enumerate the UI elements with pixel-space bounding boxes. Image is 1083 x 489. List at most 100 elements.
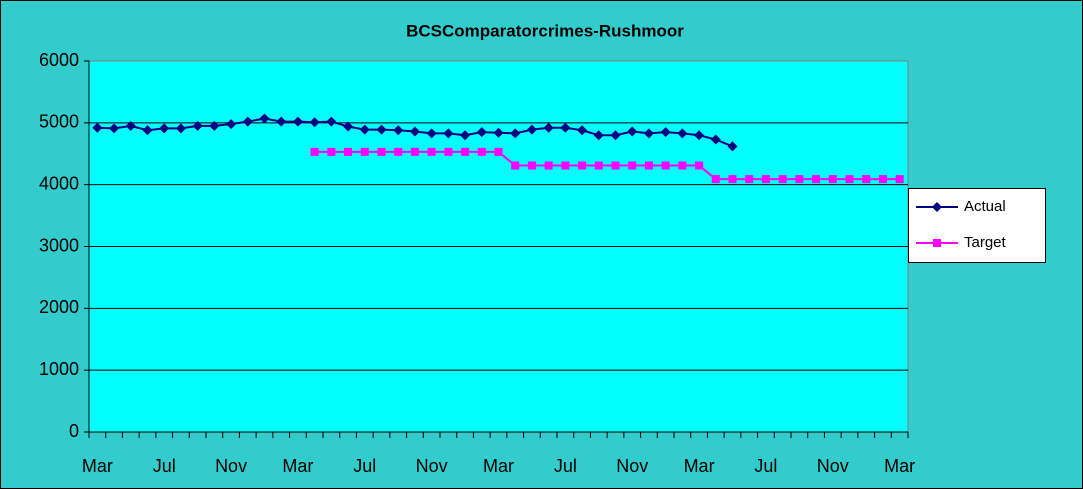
marker bbox=[159, 123, 170, 134]
marker bbox=[932, 202, 942, 212]
x-tick-label: Nov bbox=[416, 456, 448, 476]
x-tick-label: Jul bbox=[353, 456, 376, 476]
marker bbox=[92, 122, 103, 133]
marker bbox=[727, 141, 738, 152]
marker bbox=[494, 147, 503, 156]
y-tick-label: 6000 bbox=[39, 50, 79, 70]
marker bbox=[628, 161, 637, 170]
x-tick-label: Mar bbox=[483, 456, 514, 476]
marker bbox=[627, 126, 638, 137]
marker bbox=[594, 161, 603, 170]
marker bbox=[460, 130, 471, 141]
marker bbox=[292, 116, 303, 127]
marker bbox=[661, 161, 670, 170]
marker bbox=[327, 147, 336, 156]
marker bbox=[895, 175, 904, 184]
marker bbox=[695, 161, 704, 170]
x-tick-label: Nov bbox=[215, 456, 247, 476]
marker bbox=[511, 161, 520, 170]
legend-box bbox=[908, 188, 1046, 263]
x-tick-label: Jul bbox=[754, 456, 777, 476]
x-tick-label: Jul bbox=[153, 456, 176, 476]
marker bbox=[409, 126, 420, 137]
legend-label: Actual bbox=[964, 198, 1006, 215]
marker bbox=[828, 175, 837, 184]
marker bbox=[643, 128, 654, 139]
marker bbox=[343, 121, 354, 132]
marker bbox=[610, 130, 621, 141]
marker bbox=[527, 161, 536, 170]
marker bbox=[578, 161, 587, 170]
marker bbox=[125, 120, 136, 131]
marker bbox=[878, 175, 887, 184]
y-tick-label: 1000 bbox=[39, 359, 79, 379]
x-tick-label: Mar bbox=[884, 456, 915, 476]
marker bbox=[109, 123, 120, 134]
marker bbox=[326, 116, 337, 127]
marker bbox=[443, 128, 454, 139]
marker bbox=[561, 161, 570, 170]
x-tick-label: Mar bbox=[282, 456, 313, 476]
y-tick-label: 4000 bbox=[39, 173, 79, 193]
legend-label: Target bbox=[964, 234, 1007, 251]
marker bbox=[611, 161, 620, 170]
marker bbox=[427, 147, 436, 156]
marker bbox=[310, 147, 319, 156]
marker bbox=[142, 125, 153, 136]
marker bbox=[644, 161, 653, 170]
x-tick-label: Nov bbox=[817, 456, 849, 476]
marker bbox=[778, 175, 787, 184]
marker bbox=[845, 175, 854, 184]
marker bbox=[577, 125, 588, 136]
marker bbox=[544, 161, 553, 170]
marker bbox=[812, 175, 821, 184]
marker bbox=[226, 119, 237, 130]
marker bbox=[593, 130, 604, 141]
marker bbox=[259, 113, 270, 124]
marker bbox=[677, 128, 688, 139]
chart-title: BCSComparatorcrimes-Rushmoor bbox=[406, 21, 684, 40]
y-tick-label: 5000 bbox=[39, 112, 79, 132]
marker bbox=[560, 122, 571, 133]
marker bbox=[477, 147, 486, 156]
marker bbox=[209, 120, 220, 131]
marker bbox=[510, 128, 521, 139]
marker bbox=[694, 130, 705, 141]
y-tick-label: 2000 bbox=[39, 297, 79, 317]
y-tick-label: 3000 bbox=[39, 235, 79, 255]
marker bbox=[426, 128, 437, 139]
marker bbox=[745, 175, 754, 184]
marker bbox=[410, 147, 419, 156]
marker bbox=[711, 175, 720, 184]
marker bbox=[678, 161, 687, 170]
marker bbox=[309, 117, 320, 128]
marker bbox=[376, 124, 387, 135]
marker bbox=[728, 175, 737, 184]
x-tick-label: Jul bbox=[554, 456, 577, 476]
marker bbox=[933, 239, 941, 247]
marker bbox=[394, 147, 403, 156]
marker bbox=[795, 175, 804, 184]
marker bbox=[344, 147, 353, 156]
marker bbox=[660, 127, 671, 138]
marker bbox=[359, 124, 370, 135]
marker bbox=[493, 127, 504, 138]
marker bbox=[242, 116, 253, 127]
y-tick-label: 0 bbox=[69, 421, 79, 441]
marker bbox=[360, 147, 369, 156]
marker bbox=[377, 147, 386, 156]
x-tick-label: Mar bbox=[684, 456, 715, 476]
marker bbox=[192, 120, 203, 131]
x-tick-label: Mar bbox=[82, 456, 113, 476]
marker bbox=[862, 175, 871, 184]
marker bbox=[175, 123, 186, 134]
marker bbox=[710, 134, 721, 145]
marker bbox=[461, 147, 470, 156]
x-tick-label: Nov bbox=[616, 456, 648, 476]
marker bbox=[761, 175, 770, 184]
marker bbox=[476, 127, 487, 138]
marker bbox=[393, 125, 404, 136]
marker bbox=[543, 122, 554, 133]
